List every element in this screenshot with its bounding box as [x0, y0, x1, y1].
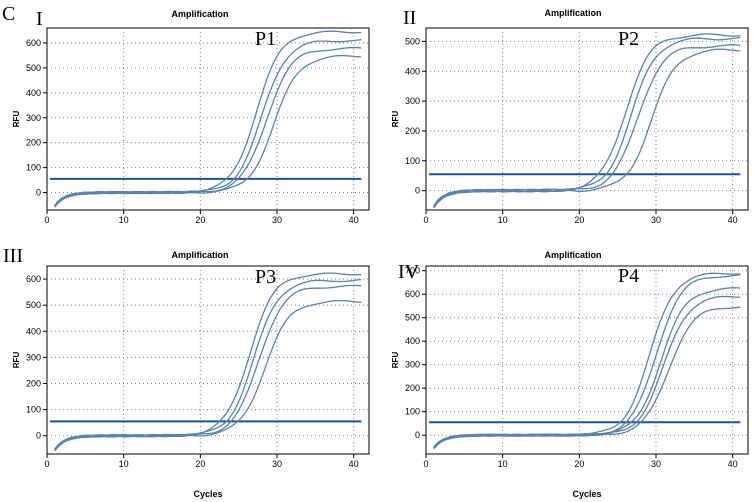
y-tick-label: 100	[26, 405, 41, 415]
y-tick-label: 100	[405, 156, 420, 166]
x-tick-label: 30	[651, 459, 661, 469]
y-tick-label: 300	[26, 352, 41, 362]
x-tick-label: 0	[44, 459, 49, 469]
x-tick-label: 10	[119, 215, 129, 225]
y-axis-label: RFU	[391, 352, 400, 369]
plot-frame	[46, 265, 370, 455]
y-tick-label: 300	[405, 96, 420, 106]
x-tick-label: 30	[272, 459, 282, 469]
y-tick-label: 300	[26, 113, 41, 123]
x-tick-label: 10	[498, 459, 508, 469]
x-tick-label: 10	[498, 215, 508, 225]
x-tick-label: 20	[195, 459, 205, 469]
amplification-curve	[54, 278, 362, 450]
y-tick-label: 600	[26, 38, 41, 48]
amplification-curve	[54, 299, 362, 451]
y-tick-label: 100	[405, 407, 420, 417]
chart-title: Amplification	[544, 250, 601, 260]
amplification-curve	[433, 295, 741, 449]
y-tick-label: 400	[405, 336, 420, 346]
y-axis-label: RFU	[391, 111, 400, 128]
y-tick-label: 600	[405, 289, 420, 299]
x-tick-label: 40	[728, 459, 738, 469]
x-tick-label: 20	[195, 215, 205, 225]
chart-title: Amplification	[544, 8, 601, 18]
panel-label: IV	[398, 261, 420, 283]
x-tick-label: 20	[574, 215, 584, 225]
y-tick-label: 300	[405, 360, 420, 370]
x-tick-label: 30	[272, 215, 282, 225]
amplification-curve	[433, 36, 741, 207]
y-tick-label: 500	[26, 300, 41, 310]
amplification-curve	[54, 39, 362, 207]
y-tick-label: 0	[415, 186, 420, 196]
chart-title: Amplification	[171, 9, 228, 19]
x-axis-label: Cycles	[193, 489, 222, 499]
panel-letter: C	[2, 3, 15, 25]
panel-label: II	[403, 7, 416, 29]
amplification-curve	[54, 54, 362, 207]
y-tick-label: 400	[26, 326, 41, 336]
y-tick-label: 700	[405, 266, 420, 276]
sample-label: P2	[618, 28, 639, 50]
amplification-curve	[433, 306, 741, 448]
x-tick-label: 40	[349, 215, 359, 225]
x-tick-label: 40	[728, 215, 738, 225]
y-tick-label: 200	[405, 126, 420, 136]
plot-frame	[425, 27, 749, 211]
y-tick-label: 0	[36, 188, 41, 198]
sample-label: P3	[255, 266, 276, 288]
panel-label: I	[36, 8, 43, 30]
x-tick-label: 0	[423, 459, 428, 469]
y-tick-label: 200	[405, 383, 420, 393]
plot-frame	[46, 27, 370, 211]
y-tick-label: 100	[26, 163, 41, 173]
x-tick-label: 0	[423, 215, 428, 225]
sample-label: P4	[618, 265, 639, 287]
chart-title: Amplification	[171, 250, 228, 260]
x-tick-label: 10	[119, 459, 129, 469]
x-tick-label: 20	[574, 459, 584, 469]
x-tick-label: 30	[651, 215, 661, 225]
y-tick-label: 0	[415, 430, 420, 440]
y-tick-label: 500	[405, 313, 420, 323]
y-tick-label: 400	[26, 88, 41, 98]
y-axis-label: RFU	[12, 111, 21, 128]
y-tick-label: 600	[26, 274, 41, 284]
y-axis-label: RFU	[12, 352, 21, 369]
x-tick-label: 40	[349, 459, 359, 469]
panel-label: III	[3, 245, 23, 267]
y-tick-label: 200	[26, 379, 41, 389]
x-tick-label: 0	[44, 215, 49, 225]
y-tick-label: 200	[26, 138, 41, 148]
sample-label: P1	[255, 28, 276, 50]
y-tick-label: 500	[26, 63, 41, 73]
y-tick-label: 0	[36, 431, 41, 441]
x-axis-label: Cycles	[572, 489, 601, 499]
y-tick-label: 400	[405, 66, 420, 76]
y-tick-label: 500	[405, 36, 420, 46]
amplification-curve	[433, 48, 741, 208]
